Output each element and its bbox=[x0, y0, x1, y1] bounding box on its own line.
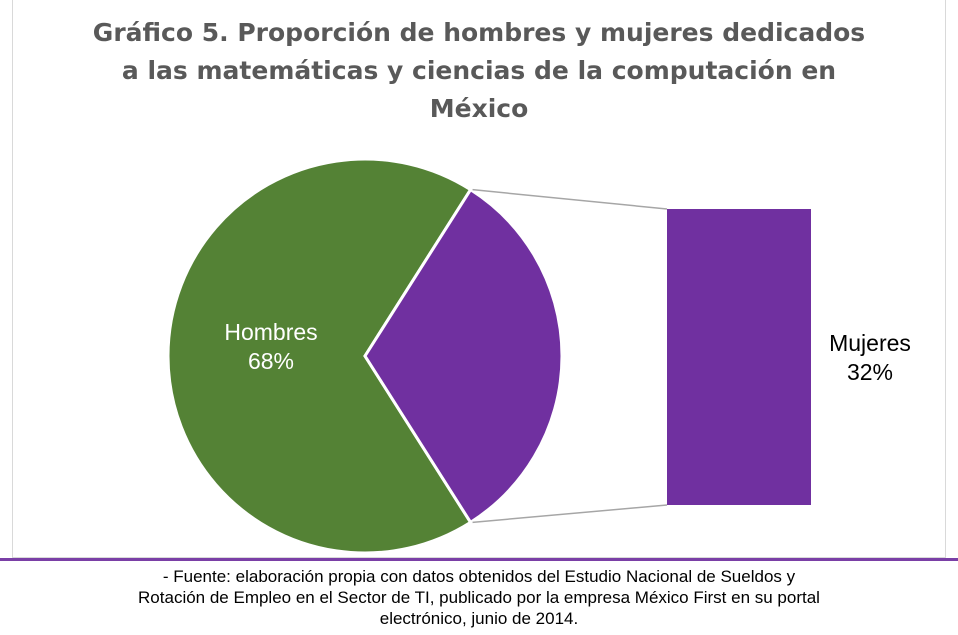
connector-line-bottom bbox=[472, 504, 668, 524]
chart-title-line-3: México bbox=[429, 94, 529, 123]
chart-title-line-1: Gráfico 5. Proporción de hombres y mujer… bbox=[92, 18, 866, 47]
data-label-mujeres-name: Mujeres bbox=[829, 330, 911, 356]
bottom-divider bbox=[0, 558, 958, 561]
data-label-hombres-name: Hombres bbox=[224, 319, 317, 345]
pie-slice-mujeres bbox=[363, 187, 564, 525]
secondary-bar-mujeres bbox=[667, 209, 811, 505]
source-note-line-1: - Fuente: elaboración propia con datos o… bbox=[162, 567, 796, 586]
connector-line-top bbox=[472, 188, 668, 210]
source-note: - Fuente: elaboración propia con datos o… bbox=[0, 566, 958, 629]
pie-slice-hombres bbox=[166, 157, 473, 555]
data-label-mujeres-value: 32% bbox=[847, 359, 893, 385]
source-note-line-2: Rotación de Empleo en el Sector de TI, p… bbox=[138, 588, 820, 607]
data-label-hombres-value: 68% bbox=[248, 348, 294, 374]
source-note-line-3: electrónico, junio de 2014. bbox=[379, 609, 579, 628]
bar-of-pie-chart: Hombres 68% Mujeres 32% bbox=[166, 157, 911, 555]
chart-title: Gráfico 5. Proporción de hombres y mujer… bbox=[0, 14, 958, 128]
pie-group bbox=[166, 157, 564, 555]
chart-title-line-2: a las matemáticas y ciencias de la compu… bbox=[121, 56, 837, 85]
